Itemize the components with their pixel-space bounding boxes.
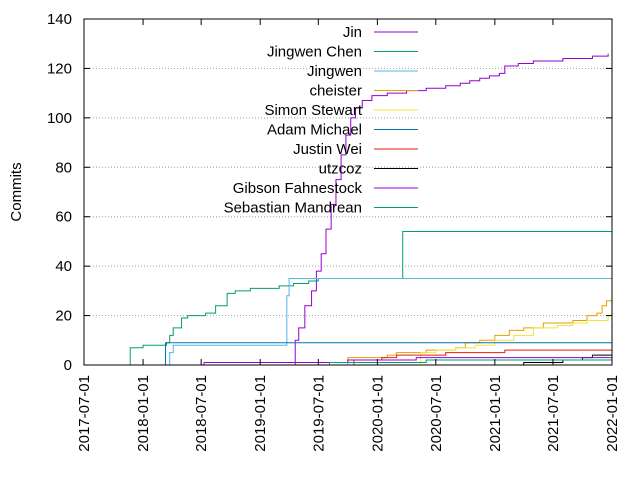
x-tick-label-2020-01-01: 2020-01-01 [369,375,386,452]
y-tick-label-80: 80 [55,159,72,176]
y-tick-label-20: 20 [55,308,72,325]
y-tick-label-0: 0 [64,357,72,374]
x-tick-label-2020-07-01: 2020-07-01 [428,375,445,452]
legend-label-sebastian-mandrean: Sebastian Mandrean [224,200,362,217]
plot-frame [83,18,613,366]
y-tick-label-60: 60 [55,209,72,226]
y-axis: 0 20 40 60 80 100 120 140 [47,11,612,374]
x-tick-label-2017-07-01: 2017-07-01 [76,375,93,452]
series-line-cheister [342,300,612,366]
legend-label-jingwen: Jingwen [307,63,362,80]
legend-label-justin-wei: Justin Wei [293,141,362,158]
gridlines [84,67,612,317]
legend-label-cheister: cheister [309,83,362,100]
series-line-simon-stewart [416,313,613,366]
series-line-justin-wei [352,349,612,366]
legend-label-jingwen-chen: Jingwen Chen [267,44,362,61]
legend-label-adam-michael: Adam Michael [267,122,362,139]
x-tick-label-2022-01-01: 2022-01-01 [604,375,621,452]
legend-label-utzcoz: utzcoz [319,161,362,178]
y-tick-label-140: 140 [47,11,72,28]
legend-label-simon-stewart: Simon Stewart [264,102,362,119]
x-tick-label-2018-07-01: 2018-07-01 [193,375,210,452]
y-tick-label-100: 100 [47,110,72,127]
series-line-jin [291,53,609,366]
legend-label-jin: Jin [343,24,362,41]
legend: Jin Jingwen Chen Jingwen cheister Simon Stew… [224,24,418,217]
y-axis-title: Commits [8,162,25,221]
x-tick-label-2021-07-01: 2021-07-01 [545,375,562,452]
x-tick-label-2018-01-01: 2018-01-01 [135,375,152,452]
y-tick-label-120: 120 [47,60,72,77]
y-tick-label-40: 40 [55,258,72,275]
legend-label-gibson-fahnestock: Gibson Fahnestock [233,180,363,197]
x-tick-label-2021-01-01: 2021-01-01 [487,375,504,452]
x-axis: 2017-07-01 2018-01-01 2018-07-01 2019-01-01… [76,19,621,452]
series-line-jingwen [168,278,612,366]
x-tick-label-2019-01-01: 2019-01-01 [252,375,269,452]
x-tick-label-2019-07-01: 2019-07-01 [310,375,327,452]
